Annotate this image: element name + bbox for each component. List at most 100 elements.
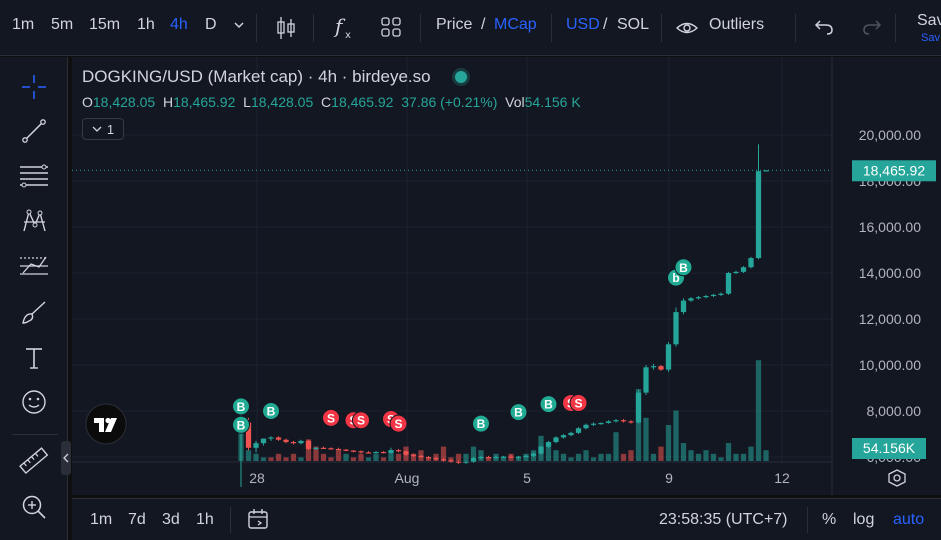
buy-marker[interactable]: B [674,258,693,277]
sell-marker[interactable]: S [569,393,588,412]
candle [298,439,304,445]
candle-body [635,392,642,423]
date-range-icon[interactable] [246,507,270,536]
volume-bar [283,457,289,461]
candle-body [583,424,589,429]
candle-body [508,456,514,458]
candle [365,451,372,454]
bottom-toolbar: 1m 7d 3d 1h 23:58:35 (UTC+7) % log auto [72,498,941,540]
clock-timezone[interactable]: 23:58:35 (UTC+7) [659,511,788,528]
buy-marker[interactable]: B [232,415,250,434]
candle [725,271,732,295]
sell-marker[interactable]: S [389,414,408,433]
interval-4h[interactable]: 4h [170,16,188,33]
candle [748,256,754,269]
ruler-icon[interactable] [16,443,52,479]
volume-bar [485,457,492,461]
candle-body [605,421,612,423]
candle-body [598,422,604,425]
candle [688,297,694,302]
drawing-toolbar [0,57,68,540]
candle-body [553,437,559,443]
candle-body [665,344,672,370]
candle [665,342,672,372]
buy-marker[interactable]: B [232,397,250,416]
usd-toggle[interactable]: USD [566,16,600,33]
range-3d[interactable]: 3d [162,511,180,528]
candle [673,307,679,347]
legend-collapse-button[interactable]: 1 [82,118,124,140]
toolbar-collapse-handle[interactable] [61,441,71,475]
interval-d[interactable]: D [205,16,217,33]
mcap-toggle[interactable]: MCap [494,16,537,33]
candle [275,436,282,441]
layout-grid-icon[interactable] [380,16,402,43]
candle [410,453,417,457]
interval-5m[interactable]: 5m [51,16,74,33]
volume-bar [605,453,612,461]
volume-bar [613,432,619,461]
undo-icon[interactable] [814,18,834,41]
auto-toggle[interactable]: auto [893,511,925,528]
buy-marker[interactable]: B [539,395,558,414]
price-chart[interactable]: BBBSSSSSBBBSSbB 20,000.0018,000.0016,000… [72,57,941,495]
chart-pane[interactable]: BBBSSSSSBBBSSbB 20,000.0018,000.0016,000… [72,57,941,495]
brush-icon[interactable] [16,295,52,331]
price-mcap-separator: / [481,16,486,33]
trend-line-icon[interactable] [16,113,52,149]
percent-toggle[interactable]: % [822,511,837,528]
candle-body [403,451,409,455]
save-sub-label: Sav [921,32,940,44]
volume-bar [335,450,342,461]
candle [508,454,514,459]
text-tool-icon[interactable] [16,340,52,376]
buy-marker[interactable]: B [262,402,280,420]
axis-settings-icon[interactable] [888,469,906,487]
buy-marker[interactable]: B [509,403,528,422]
volume-bar [620,453,627,461]
sol-toggle[interactable]: SOL [617,16,650,33]
candle-body [695,297,702,299]
sell-marker[interactable]: S [352,411,370,430]
volume-bar [470,446,477,461]
candle [358,450,364,454]
price-toggle[interactable]: Price [436,16,473,33]
volume-bar [725,443,732,461]
eye-icon[interactable] [675,19,699,42]
candle-body [290,442,297,444]
candle [598,422,604,425]
candle [455,460,462,464]
pattern-icon[interactable] [16,203,52,239]
sell-marker[interactable]: S [322,408,340,427]
redo-icon[interactable] [862,18,882,41]
volume-bar [478,450,484,461]
range-1h[interactable]: 1h [196,511,214,528]
candles-icon[interactable] [274,14,298,47]
buy-marker[interactable]: B [472,414,490,433]
crosshair-icon[interactable] [16,69,52,105]
chevron-down-icon[interactable] [232,18,246,37]
interval-15m[interactable]: 15m [89,16,121,33]
volume-bar [365,457,372,461]
save-button[interactable]: Sav [917,12,941,29]
prediction-icon[interactable] [16,248,52,284]
range-7d[interactable]: 7d [128,511,146,528]
range-1m[interactable]: 1m [90,511,113,528]
price-axis-tick: 16,000.00 [859,219,921,235]
candle-body [298,440,304,444]
candle-body [643,367,649,393]
log-toggle[interactable]: log [853,511,875,528]
candle-body [313,447,319,449]
time-axis-tick: Aug [395,470,420,486]
change-value: 37.86 (+0.21%) [401,94,498,110]
interval-1m[interactable]: 1m [12,16,35,33]
outliers-toggle[interactable]: Outliers [709,16,765,33]
emoji-icon[interactable] [16,384,52,420]
interval-1h[interactable]: 1h [137,16,155,33]
candle [388,447,394,454]
zoom-in-icon[interactable] [16,489,52,525]
horizontal-lines-icon[interactable] [16,158,52,194]
candle-body [560,435,567,438]
candle [463,460,469,464]
